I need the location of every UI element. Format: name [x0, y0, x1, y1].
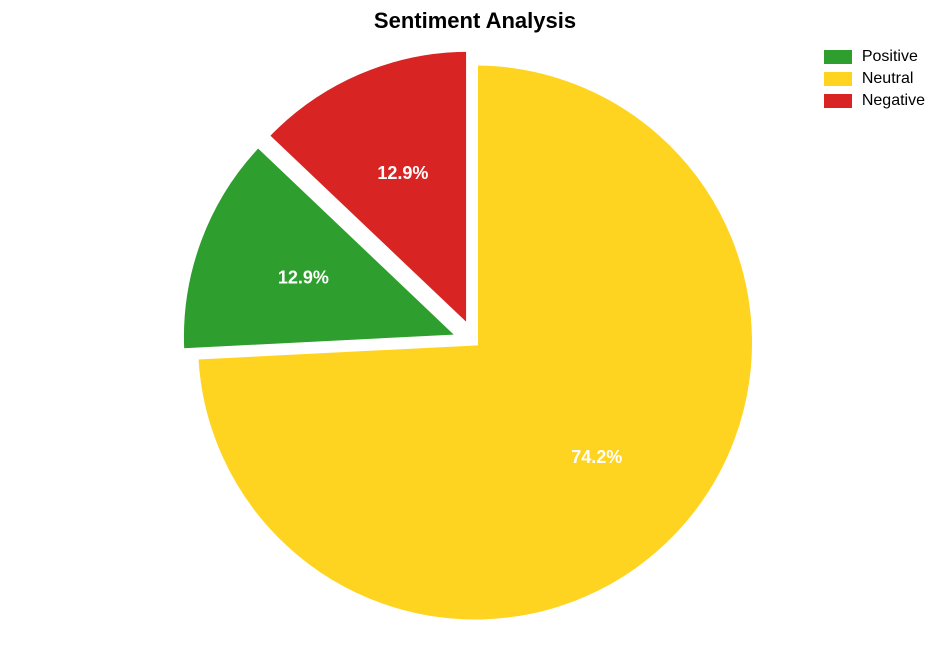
- legend-item-neutral: Neutral: [824, 70, 925, 88]
- legend-label: Negative: [862, 92, 925, 110]
- slice-label-neutral: 74.2%: [571, 447, 622, 467]
- legend-swatch-positive: [824, 50, 852, 64]
- legend-swatch-negative: [824, 94, 852, 108]
- slice-label-negative: 12.9%: [377, 163, 428, 183]
- legend-swatch-neutral: [824, 72, 852, 86]
- pie-chart: 74.2% 12.9% 12.9%: [165, 33, 785, 658]
- chart-title: Sentiment Analysis: [374, 8, 576, 34]
- legend-item-positive: Positive: [824, 48, 925, 66]
- pie-svg: 74.2% 12.9% 12.9%: [165, 33, 785, 653]
- legend: Positive Neutral Negative: [824, 48, 925, 110]
- slice-label-positive: 12.9%: [278, 268, 329, 288]
- legend-label: Neutral: [862, 70, 914, 88]
- legend-label: Positive: [862, 48, 918, 66]
- legend-item-negative: Negative: [824, 92, 925, 110]
